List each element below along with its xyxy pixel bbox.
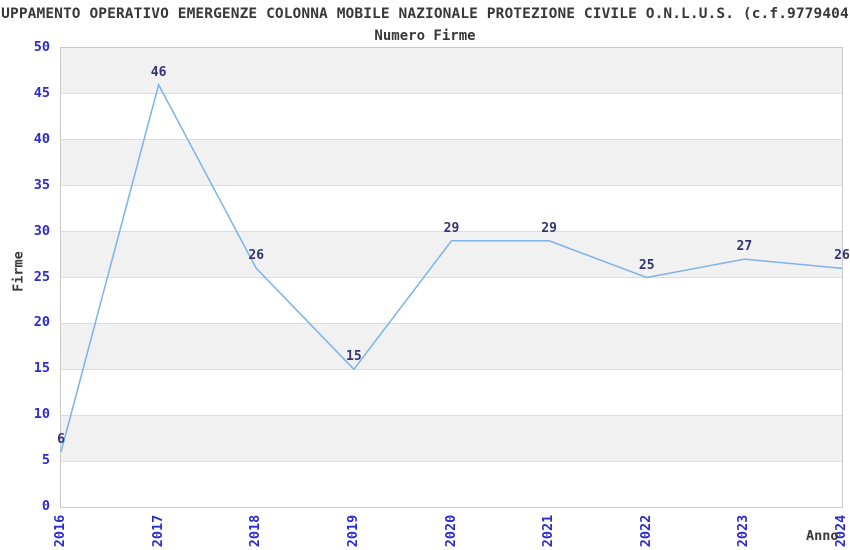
gridline [61, 322, 842, 324]
y-tick-label: 5 [41, 452, 50, 469]
chart-subtitle: Numero Firme [374, 28, 476, 44]
plot-area: 6 46 26 15 29 29 25 27 26 [57, 47, 850, 508]
gridline [61, 368, 842, 370]
x-tick-label: 2023 [735, 514, 752, 548]
y-tick-label: 15 [33, 360, 50, 377]
data-point-label: 26 [834, 248, 850, 264]
plot-band [61, 323, 842, 370]
data-line [60, 82, 843, 453]
y-tick-label: 10 [33, 406, 50, 423]
y-tick-label: 40 [33, 130, 50, 147]
plot-band [61, 48, 842, 94]
x-tick-label: 2017 [149, 514, 166, 548]
gridline [61, 414, 842, 416]
y-tick-label: 25 [33, 268, 50, 285]
data-point-label: 25 [638, 257, 655, 273]
data-point-label: 29 [443, 220, 460, 236]
data-point-label: 46 [150, 64, 167, 80]
gridline [61, 139, 842, 141]
y-tick-label: 0 [41, 498, 50, 514]
data-point-label: 26 [248, 248, 265, 264]
y-tick-label: 20 [33, 314, 50, 331]
y-tick-label: 45 [33, 84, 50, 101]
y-axis-ticks: 0 5 10 15 20 25 30 35 40 45 50 [0, 39, 52, 514]
data-point-label: 29 [541, 220, 557, 236]
line-chart-canvas [60, 82, 843, 453]
x-tick-label: 2021 [540, 514, 557, 548]
gridline [61, 277, 842, 278]
data-point-label: 15 [346, 349, 362, 365]
x-tick-label: 2022 [637, 514, 654, 548]
x-axis-label: Anno [806, 528, 839, 544]
gridline [61, 460, 842, 462]
x-tick-label: 2020 [442, 514, 459, 548]
chart-title: UPPAMENTO OPERATIVO EMERGENZE COLONNA MO… [1, 6, 849, 22]
data-point-label: 27 [736, 239, 753, 255]
gridline [61, 185, 842, 187]
y-tick-label: 35 [33, 176, 50, 193]
x-tick-label: 2018 [247, 514, 264, 548]
y-tick-label: 30 [33, 222, 50, 239]
data-point-label: 6 [57, 431, 65, 447]
plot-band [61, 415, 842, 462]
gridline [61, 231, 842, 233]
plot-band [61, 231, 842, 278]
y-tick-label: 50 [33, 39, 50, 55]
gridline [61, 93, 842, 95]
x-axis-ticks: 2016 2017 2018 2019 2020 2021 2022 2023 2024 [52, 509, 849, 550]
x-tick-label: 2019 [344, 514, 361, 548]
x-tick-label: 2016 [52, 514, 68, 548]
